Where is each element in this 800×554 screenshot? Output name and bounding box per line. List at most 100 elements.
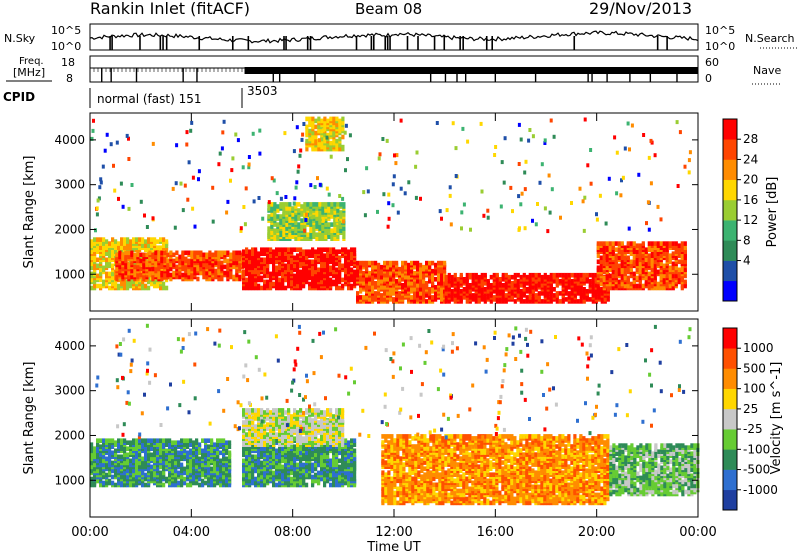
data-cell <box>335 281 339 287</box>
data-cell <box>136 258 140 264</box>
data-cell <box>216 438 220 443</box>
data-cell <box>228 444 232 449</box>
data-cell <box>273 210 277 215</box>
data-cell <box>114 472 118 478</box>
data-speck <box>190 120 194 125</box>
data-cell <box>401 283 405 288</box>
data-cell <box>305 130 309 136</box>
data-speck <box>595 217 599 222</box>
data-speck <box>130 183 134 187</box>
data-cell <box>205 270 209 276</box>
data-cell <box>341 277 345 283</box>
data-cell <box>117 462 121 468</box>
data-cell <box>674 255 678 261</box>
data-cell <box>275 247 279 252</box>
data-cell <box>169 276 173 282</box>
data-cell <box>181 250 185 256</box>
data-cell <box>386 299 390 304</box>
data-cell <box>162 285 166 291</box>
data-cell <box>623 245 627 250</box>
data-cell <box>647 271 651 277</box>
data-speck <box>121 204 125 209</box>
data-speck <box>613 135 617 140</box>
data-cell <box>150 438 154 443</box>
data-cell <box>248 466 252 472</box>
data-cell <box>162 464 166 470</box>
data-cell <box>410 281 414 286</box>
data-speck <box>649 138 653 143</box>
data-speck <box>222 119 226 124</box>
data-cell <box>196 254 200 260</box>
data-cell <box>157 266 161 272</box>
data-cell <box>377 262 381 268</box>
data-cell <box>229 252 233 258</box>
data-cell <box>281 472 285 478</box>
data-cell <box>425 281 429 286</box>
data-cell <box>504 293 508 298</box>
data-speck <box>95 206 99 211</box>
data-speck <box>267 200 271 205</box>
data-cell <box>335 138 339 144</box>
data-cell <box>356 260 360 266</box>
data-cell <box>416 279 420 284</box>
data-cell <box>602 247 606 252</box>
data-speck <box>99 177 103 182</box>
data-cell <box>160 250 164 256</box>
data-cell <box>266 454 270 460</box>
data-cell <box>359 260 363 266</box>
data-cell <box>159 245 163 250</box>
data-cell <box>245 466 249 472</box>
data-cell <box>483 272 487 278</box>
data-cell <box>204 452 208 458</box>
data-cell <box>330 202 334 207</box>
data-cell <box>605 241 609 246</box>
data-cell <box>278 247 282 252</box>
data-cell <box>474 272 478 278</box>
data-cell <box>330 236 334 241</box>
data-cell <box>105 438 109 443</box>
data-cell <box>359 277 363 282</box>
data-cell <box>668 241 672 246</box>
data-speck <box>221 130 225 135</box>
data-cell <box>202 252 206 258</box>
data-cell <box>332 120 336 126</box>
data-cell <box>160 270 164 276</box>
data-speck <box>528 128 532 132</box>
data-cell <box>192 440 196 445</box>
data-cell <box>282 202 286 207</box>
data-cell <box>410 260 414 266</box>
data-cell <box>540 299 544 304</box>
data-cell <box>339 202 343 207</box>
data-speck <box>258 128 262 133</box>
data-cell <box>641 241 645 246</box>
data-cell <box>201 438 205 443</box>
data-speck <box>645 221 648 226</box>
data-cell <box>320 269 324 275</box>
data-cell <box>281 450 285 456</box>
freq-left-tick-bottom: 8 <box>66 72 73 85</box>
data-speck <box>226 199 230 204</box>
data-cell <box>157 274 161 280</box>
data-speck <box>97 196 101 201</box>
data-speck <box>499 204 503 209</box>
data-cell <box>623 271 627 277</box>
data-cell <box>608 281 612 287</box>
data-cell <box>437 268 441 274</box>
data-speck <box>113 188 117 193</box>
data-cell <box>288 202 292 207</box>
data-cell <box>641 283 645 289</box>
data-cell <box>437 281 441 286</box>
data-cell <box>263 460 267 466</box>
data-cell <box>166 252 170 258</box>
data-cell <box>374 281 378 286</box>
data-cell <box>260 275 264 281</box>
data-cell <box>124 250 128 256</box>
data-cell <box>99 444 103 449</box>
data-cell <box>225 456 229 462</box>
data-cell <box>516 279 520 284</box>
data-cell <box>531 272 535 278</box>
data-speck <box>197 177 200 182</box>
data-speck <box>628 147 631 152</box>
data-cell <box>269 253 273 258</box>
data-cell <box>416 287 420 292</box>
